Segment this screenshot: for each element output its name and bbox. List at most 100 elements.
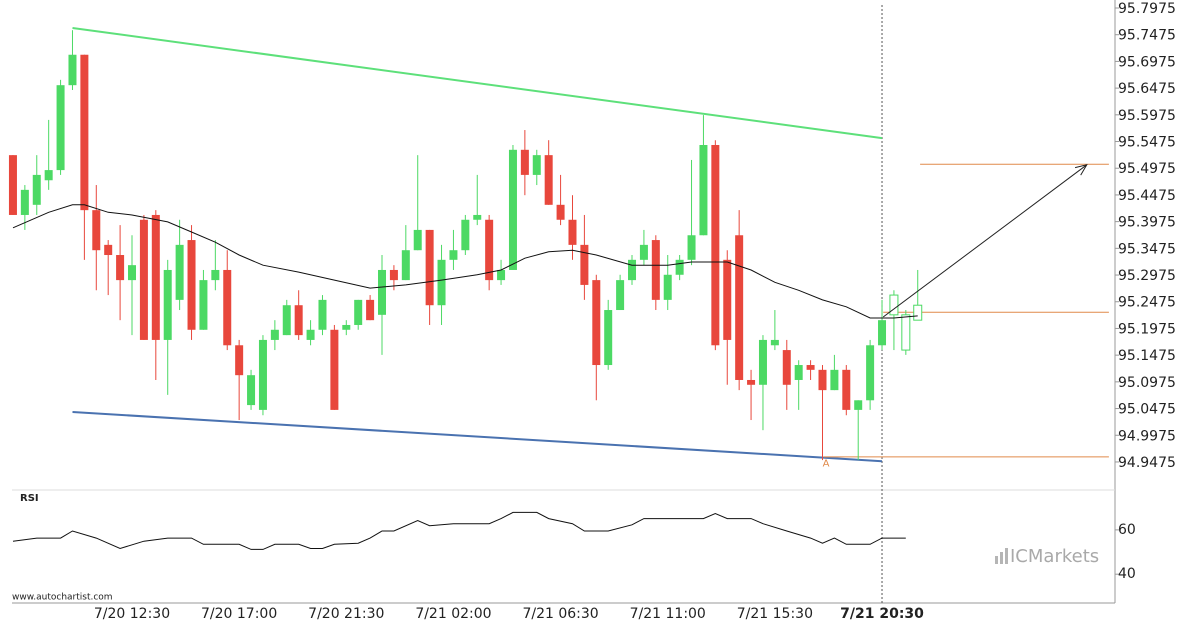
x-tick-label: 7/21 11:00 <box>630 606 706 622</box>
candle-body <box>56 85 65 171</box>
y-tick-label: 95.4975 <box>1118 161 1176 177</box>
candle-body <box>758 339 767 385</box>
x-tick-label: 7/20 21:30 <box>308 606 384 622</box>
moving-average <box>12 204 918 319</box>
candle-body <box>330 329 339 410</box>
candle-body <box>461 219 470 251</box>
y-tick-label: 94.9975 <box>1118 428 1176 444</box>
y-tick-label: 95.1975 <box>1118 321 1176 337</box>
candle-body <box>497 269 506 281</box>
candle-body <box>318 299 327 330</box>
candle-body <box>175 244 184 300</box>
candle-body <box>616 280 625 311</box>
candle-body <box>437 259 446 306</box>
y-tick-label: 95.3975 <box>1118 215 1176 231</box>
y-tick-label: 95.5975 <box>1118 108 1176 124</box>
candle-body <box>580 244 589 285</box>
candle-body <box>663 274 672 300</box>
candle-body <box>413 229 422 251</box>
candle-body <box>151 214 160 340</box>
candle-body <box>354 299 363 325</box>
y-tick-label: 95.4475 <box>1118 188 1176 204</box>
candle-body <box>794 365 803 380</box>
candle-body <box>449 250 458 260</box>
y-tick-label: 95.6975 <box>1118 54 1176 70</box>
candle-body <box>818 369 827 391</box>
y-tick-label: 95.0475 <box>1118 402 1176 418</box>
forecast-arrow <box>882 164 1088 318</box>
candle-body <box>211 269 220 281</box>
rsi-label: RSI <box>20 493 39 504</box>
candle-body <box>80 54 89 211</box>
candle-body <box>104 244 113 256</box>
candle-body <box>854 400 863 410</box>
candle-body <box>711 144 720 346</box>
candle-body <box>913 304 923 321</box>
x-tick-label: 7/21 02:00 <box>415 606 491 622</box>
candle-body <box>282 305 291 336</box>
candle-body <box>735 235 744 380</box>
candle-body <box>401 250 410 281</box>
candle-body <box>139 219 148 340</box>
resistance-line <box>72 27 883 140</box>
candle-body <box>378 269 387 315</box>
candle-body <box>223 269 232 346</box>
candle-body <box>723 259 732 340</box>
x-tick-label: 7/21 15:30 <box>737 606 813 622</box>
y-tick-label: 95.6475 <box>1118 81 1176 97</box>
candle-body <box>366 299 375 321</box>
candle-body <box>44 170 53 181</box>
candle-body <box>258 339 267 410</box>
y-tick-label: 95.3475 <box>1118 241 1176 257</box>
watermark: ICMarkets <box>1010 546 1099 567</box>
candle-body <box>270 329 279 340</box>
candle-body <box>544 155 553 205</box>
candle-body <box>806 365 815 370</box>
candle-body <box>532 155 541 175</box>
y-tick-label: 95.7475 <box>1118 28 1176 44</box>
y-tick-label: 95.1475 <box>1118 348 1176 364</box>
candle-body <box>247 375 256 406</box>
candle-body <box>604 310 613 366</box>
candle-body <box>866 345 875 401</box>
candle-body <box>473 214 482 220</box>
candle-body <box>68 54 77 86</box>
y-tick-label: 95.5475 <box>1118 135 1176 151</box>
candle-body <box>628 259 637 281</box>
source: www.autochartist.com <box>12 593 113 603</box>
logo-icon <box>995 548 1008 564</box>
rsi-tick-label: 60 <box>1118 522 1136 538</box>
candle-body <box>901 314 911 351</box>
candle-body <box>747 379 756 385</box>
candle-body <box>889 294 899 316</box>
candle-body <box>878 320 887 346</box>
x-tick-label: 7/20 12:30 <box>94 606 170 622</box>
rsi-line <box>12 511 906 550</box>
candle-body <box>389 269 398 281</box>
x-tick-label: 7/21 20:30 <box>840 606 924 622</box>
candle-body <box>592 280 601 366</box>
arrow-head <box>1074 163 1088 176</box>
candle-body <box>520 149 529 175</box>
candle-body <box>508 149 517 270</box>
candle-body <box>294 305 303 336</box>
candle-body <box>235 345 244 376</box>
candle-body <box>92 210 101 251</box>
candle-body <box>770 339 779 346</box>
candle-body <box>687 235 696 260</box>
candle-body <box>485 219 494 281</box>
support-line <box>72 411 883 463</box>
y-tick-label: 95.7975 <box>1118 1 1176 17</box>
candle-body <box>163 269 172 340</box>
y-tick-label: 95.2975 <box>1118 268 1176 284</box>
candle-body <box>8 155 17 215</box>
y-tick-label: 95.2475 <box>1118 295 1176 311</box>
candle-body <box>556 204 565 220</box>
candle-body <box>782 350 791 385</box>
candle-body <box>128 265 137 281</box>
candle-body <box>116 255 125 281</box>
candle-body <box>830 369 839 391</box>
candle-body <box>651 240 660 300</box>
candle-body <box>306 329 315 340</box>
